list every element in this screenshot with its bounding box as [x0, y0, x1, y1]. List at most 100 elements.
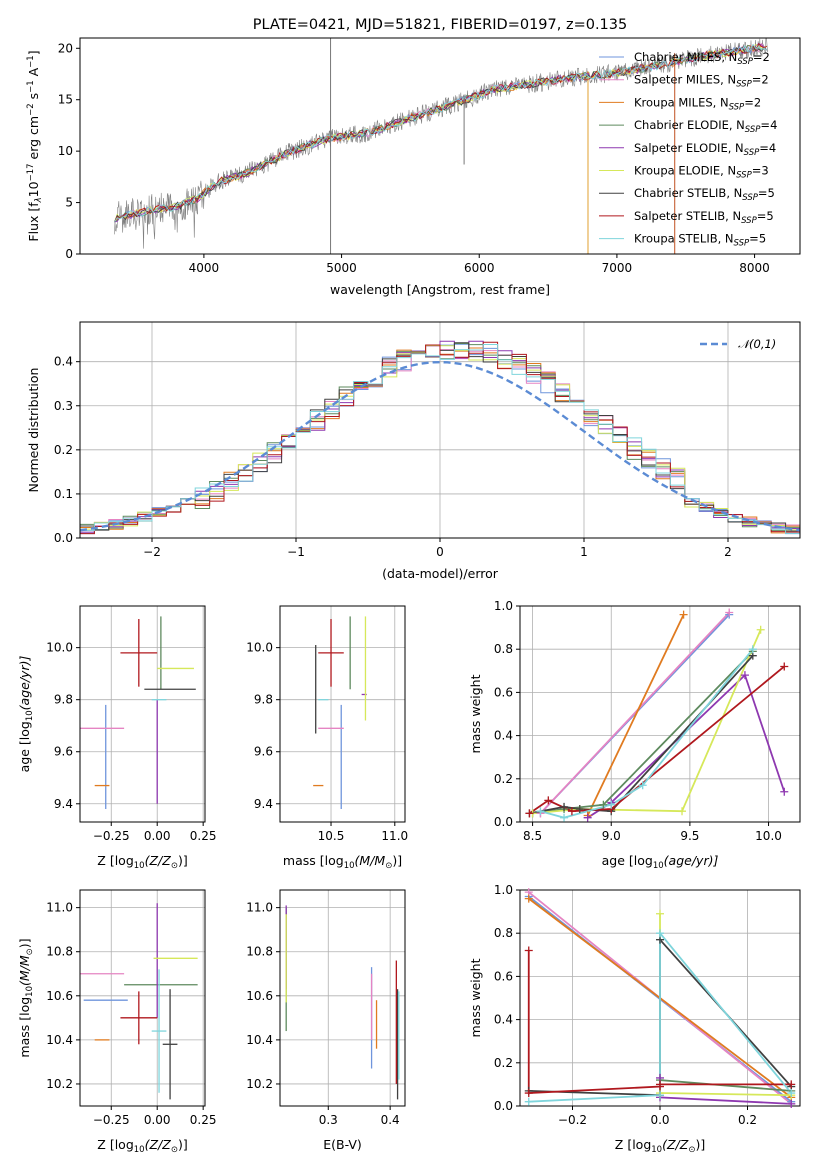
data-point [524, 894, 533, 903]
y-tick-label: 0.1 [54, 487, 73, 501]
label-part: = [752, 73, 762, 87]
data-point [524, 1089, 533, 1098]
data-point [787, 1099, 796, 1108]
plot-area [80, 340, 800, 535]
data-point [575, 805, 584, 814]
label-part: 10 [134, 861, 145, 871]
label-part: , N [713, 95, 729, 109]
panel-spectrum: 4000 5000 6000 7000 8000 0 5 10 15 20 [58, 37, 801, 275]
label-part: Z [log [615, 1137, 651, 1152]
data-point [656, 929, 664, 938]
label-part: ] [26, 50, 41, 55]
data-point [583, 813, 592, 822]
label-part: s [26, 93, 41, 104]
y-tick-label: 0.2 [494, 1056, 513, 1070]
data-point [756, 625, 765, 634]
label-part: SSP [737, 57, 753, 67]
label-part: Salpeter ELODIE [634, 141, 728, 155]
x-tick-label: 0.00 [144, 829, 171, 843]
label-part: 10 [25, 710, 35, 721]
histogram-step [80, 341, 800, 535]
x-axis-label: (data-model)/error [382, 566, 499, 581]
label-part: 2 [754, 95, 761, 109]
x-tick-label: 4000 [189, 261, 220, 275]
x-tick-label: 11.0 [381, 829, 408, 843]
y-tick-label: 9.4 [254, 797, 273, 811]
label-part: , N [720, 164, 736, 178]
label-part: Kroupa ELODIE [634, 164, 720, 178]
data-point [638, 781, 647, 790]
plot-area [80, 616, 196, 809]
y-tick-label: 10.2 [246, 1077, 273, 1091]
data-point [780, 787, 789, 796]
y-tick-label: 0.8 [494, 642, 513, 656]
x-tick-label: 2 [724, 545, 732, 559]
label-part: (Z/Z [145, 1137, 172, 1152]
y-tick-label: 10.8 [246, 945, 273, 959]
x-tick-label: 6000 [464, 261, 495, 275]
label-part: 10 [25, 986, 35, 997]
x-axis-label: Z [log10(Z/Z⊙)] [97, 1137, 187, 1155]
label-part: age [log [17, 721, 32, 772]
data-point [780, 662, 789, 671]
y-tick-label: 20 [58, 41, 73, 55]
x-tick-label: 0.3 [319, 1113, 338, 1127]
y-tick-label: 5 [65, 196, 73, 210]
legend-entry: Kroupa STELIB, NSSP=5 [634, 232, 766, 249]
label-part: SSP [734, 239, 750, 249]
y-tick-label: 9.8 [54, 693, 73, 707]
label-part: , N [728, 141, 744, 155]
y-tick-label: 10 [58, 144, 73, 158]
series-line [540, 648, 754, 819]
x-tick-label: 8.5 [523, 829, 542, 843]
label-part: 10 [651, 1145, 662, 1155]
label-part: mass [log [17, 997, 32, 1058]
y-axis-label: Flux [fλ10−17 erg cm−2 s−1 A−1] [26, 50, 44, 241]
label-part: 10 [26, 181, 41, 197]
label-part: )] [17, 938, 32, 948]
y-tick-label: 0.2 [54, 443, 73, 457]
y-axis-label: Normed distribution [26, 368, 41, 493]
x-tick-label: −2 [143, 545, 161, 559]
label-part: = [752, 164, 762, 178]
panel-mass-vs-EBV: 0.3 0.4 10.2 10.4 10.6 10.8 11.0 E(B-V) [246, 889, 406, 1152]
plot-area [80, 903, 198, 1100]
y-tick-label: 10.6 [246, 989, 273, 1003]
label-part: , N [721, 50, 737, 64]
series-line [532, 629, 762, 815]
label-part: SSP [745, 125, 761, 135]
histogram-step [80, 344, 800, 534]
legend-entry: Salpeter ELODIE, NSSP=4 [634, 141, 776, 158]
series-line [539, 611, 730, 814]
model-spectrum-line [114, 46, 768, 223]
label-part: (M/M [17, 955, 32, 986]
label-part: ⊙ [688, 1145, 695, 1155]
x-tick-label: 10.0 [755, 829, 782, 843]
label-part: 4 [769, 141, 776, 155]
x-tick-label: 0.2 [738, 1113, 757, 1127]
label-part: , N [720, 73, 736, 87]
label-part: )] [392, 853, 402, 868]
x-tick-label: 7000 [602, 261, 633, 275]
series-line [528, 930, 792, 1103]
data-point [656, 909, 664, 918]
label-part: = [757, 209, 767, 223]
data-point [544, 796, 553, 805]
plot-area [528, 611, 786, 819]
plot-area [313, 616, 367, 809]
panel-age-vs-Z: −0.25 0.00 0.259.49.69.810.0Z [log10(Z/Z⊙)… [17, 605, 217, 871]
label-part: 5 [768, 186, 775, 200]
chart-title: PLATE=0421, MJD=51821, FIBERID=0197, z=0… [253, 17, 627, 33]
label-part: , N [726, 186, 742, 200]
label-part: −17 [26, 163, 36, 181]
data-point [748, 645, 757, 654]
x-tick-label: 0.00 [144, 1113, 171, 1127]
panel-age-vs-mass: 10.5 11.0 9.4 9.6 9.8 10.0 mass [log10(M/M⊙)] [246, 605, 408, 871]
y-tick-label: 9.4 [54, 797, 73, 811]
x-tick-label: 10.5 [318, 829, 345, 843]
x-axis-label: Z [log10(Z/Z⊙)] [97, 853, 187, 871]
label-part: 2 [761, 73, 768, 87]
label-part: (Z/Z [662, 1137, 689, 1152]
